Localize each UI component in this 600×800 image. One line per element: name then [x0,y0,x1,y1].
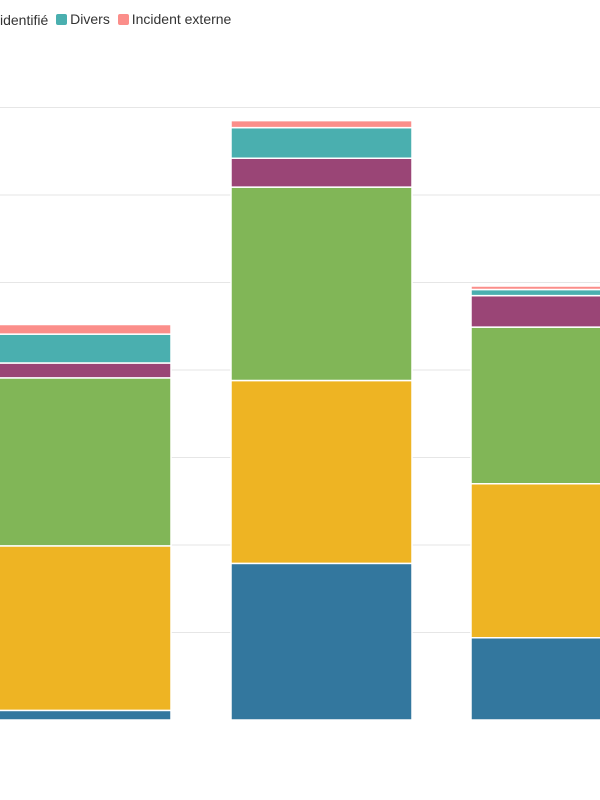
legend-item-divers[interactable]: Divers [56,11,110,27]
legend-label: identifié [0,11,49,28]
bar-segment-3-1[interactable] [470,637,600,721]
legend: identifié Divers Incident externe [0,11,235,31]
legend-swatch-divers [56,13,68,25]
bar-segment-2-6[interactable] [230,119,413,129]
bar-segment-2-2[interactable] [230,379,413,565]
bar-segment-3-6[interactable] [470,285,600,291]
legend-label: Divers [70,11,110,27]
bar-segment-3-2[interactable] [470,483,600,639]
legend-item-identifie[interactable]: identifié [0,12,48,28]
bar-segment-1-3[interactable] [0,377,172,547]
bar-segment-3-4[interactable] [470,294,600,328]
bar-segment-1-4[interactable] [0,362,172,379]
bar-segment-1-2[interactable] [0,545,172,712]
bar-segment-2-5[interactable] [230,126,413,159]
bar-segment-1-1[interactable] [0,709,172,721]
legend-item-incident-externe[interactable]: Incident externe [117,11,232,27]
legend-label: Incident externe [131,11,232,27]
bar-segment-3-5[interactable] [470,288,600,297]
bar-segment-2-4[interactable] [230,157,413,188]
bar-segment-1-5[interactable] [0,333,172,364]
bar-segment-2-1[interactable] [230,562,413,721]
bar-segment-2-3[interactable] [230,186,413,382]
bar-segment-3-3[interactable] [470,326,600,485]
legend-swatch-incident-externe [117,13,129,25]
bars [0,119,600,721]
bar-segment-1-6[interactable] [0,323,172,335]
